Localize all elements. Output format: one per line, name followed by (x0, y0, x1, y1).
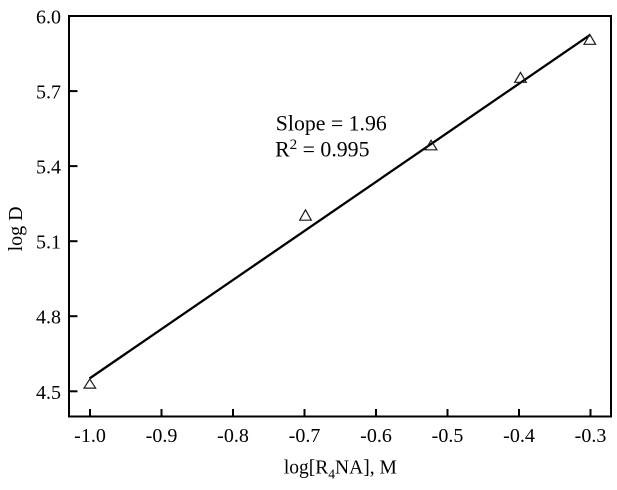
svg-text:5.1: 5.1 (36, 232, 61, 254)
svg-text:-0.4: -0.4 (503, 425, 535, 447)
svg-text:-0.9: -0.9 (146, 425, 178, 447)
svg-text:-0.3: -0.3 (575, 425, 607, 447)
svg-text:log[R4NA], M: log[R4NA], M (284, 457, 397, 481)
svg-text:5.4: 5.4 (36, 157, 61, 179)
svg-text:log D: log D (5, 206, 27, 251)
svg-text:-1.0: -1.0 (74, 425, 106, 447)
svg-text:-0.7: -0.7 (289, 425, 321, 447)
svg-text:6.0: 6.0 (36, 7, 61, 29)
svg-text:-0.6: -0.6 (360, 425, 392, 447)
svg-text:R2 = 0.995: R2 = 0.995 (275, 136, 369, 162)
svg-text:4.5: 4.5 (36, 382, 61, 404)
svg-text:4.8: 4.8 (36, 307, 61, 329)
svg-text:-0.5: -0.5 (432, 425, 464, 447)
svg-text:-0.8: -0.8 (217, 425, 249, 447)
svg-text:5.7: 5.7 (36, 82, 61, 104)
svg-text:Slope = 1.96: Slope = 1.96 (276, 112, 387, 136)
